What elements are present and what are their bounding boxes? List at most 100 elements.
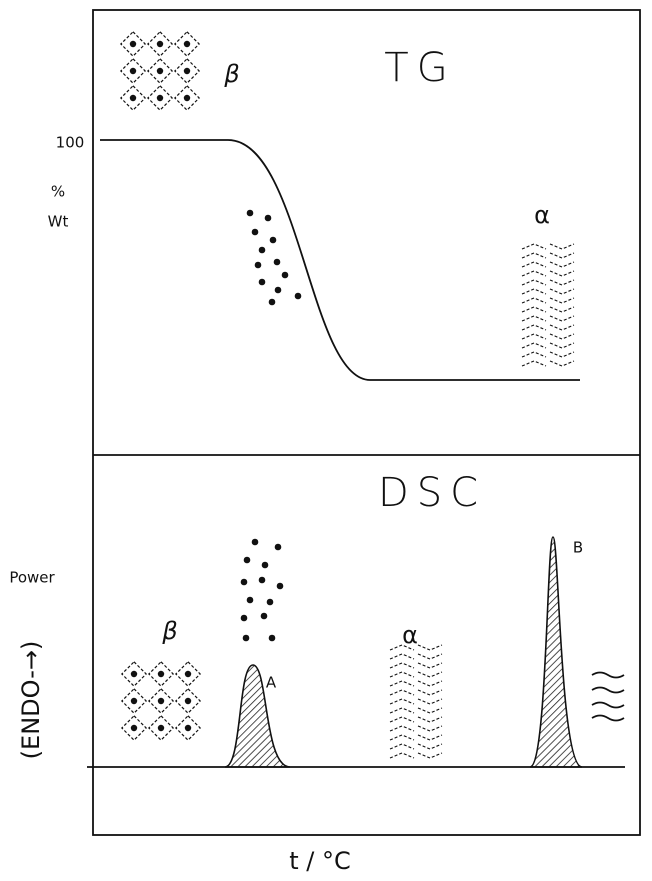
lattice-dot	[183, 67, 191, 75]
beta-lattice	[120, 31, 200, 111]
beta-lattice	[121, 661, 201, 741]
dot	[254, 261, 262, 269]
dot	[243, 556, 251, 564]
dot	[258, 278, 266, 286]
dot	[258, 246, 266, 254]
dot	[240, 578, 248, 586]
dot	[242, 634, 250, 642]
chevron	[521, 261, 575, 268]
chevron	[521, 315, 575, 322]
lattice-cell	[120, 58, 146, 84]
lattice-dot	[156, 94, 164, 102]
lattice-cell	[148, 661, 174, 687]
lattice-dot	[129, 40, 137, 48]
dsc-ylabel: Power	[9, 569, 55, 587]
melt-dots	[246, 209, 302, 306]
dot	[246, 596, 254, 604]
lattice-cell	[148, 688, 174, 714]
lattice-dot	[156, 40, 164, 48]
chevron	[389, 734, 443, 741]
chevron	[521, 252, 575, 259]
chevron	[389, 716, 443, 723]
lattice-cell	[120, 31, 146, 57]
chevron	[521, 288, 575, 295]
chevron	[521, 360, 575, 367]
lattice-dot	[184, 697, 192, 705]
lattice-dot	[157, 670, 165, 678]
chevron	[521, 270, 575, 277]
lattice-cell	[147, 85, 173, 111]
lattice-dot	[184, 670, 192, 678]
peak-a-label: A	[266, 674, 277, 692]
lattice-dot	[184, 724, 192, 732]
tg-ylabel-wt: Wt	[48, 213, 69, 231]
lattice-cell	[121, 715, 147, 741]
dsc-ysublabel: (ENDO-→)	[17, 641, 45, 760]
chevron	[521, 306, 575, 313]
lattice-dot	[130, 697, 138, 705]
chevron	[389, 653, 443, 660]
lattice-cell	[174, 31, 200, 57]
tg-curve	[100, 139, 580, 381]
tg-ylabel-pct: %	[51, 183, 65, 201]
dot	[268, 298, 276, 306]
chevron	[389, 698, 443, 705]
dsc-alpha: α	[402, 621, 418, 649]
chevron	[389, 725, 443, 732]
dsc-beta: β	[161, 617, 177, 645]
chevron	[521, 324, 575, 331]
lattice-dot	[156, 67, 164, 75]
lattice-cell	[121, 688, 147, 714]
lattice-dot	[130, 670, 138, 678]
lattice-cell	[174, 85, 200, 111]
dot	[294, 292, 302, 300]
lattice-cell	[120, 85, 146, 111]
dot	[240, 614, 248, 622]
lattice-cell	[147, 31, 173, 57]
chevron	[521, 243, 575, 250]
chevron	[389, 752, 443, 759]
lattice-dot	[157, 697, 165, 705]
chevron	[521, 333, 575, 340]
lattice-dot	[129, 94, 137, 102]
peak-a	[224, 664, 291, 768]
liquid-waves	[591, 671, 625, 722]
dot	[251, 228, 259, 236]
dot	[264, 214, 272, 222]
lattice-dot	[183, 40, 191, 48]
dot	[266, 598, 274, 606]
x-label: t / °C	[289, 847, 351, 875]
alpha-layers	[521, 243, 575, 367]
dot	[273, 258, 281, 266]
dot	[261, 561, 269, 569]
tg-alpha: α	[534, 201, 550, 229]
dot	[251, 538, 259, 546]
lattice-cell	[148, 715, 174, 741]
dsc-title: DSC	[378, 470, 486, 516]
dot	[258, 576, 266, 584]
dot	[268, 634, 276, 642]
chevron	[521, 351, 575, 358]
melt-dots	[240, 538, 284, 642]
lattice-dot	[157, 724, 165, 732]
chevron	[389, 680, 443, 687]
lattice-cell	[175, 661, 201, 687]
chevron	[389, 662, 443, 669]
lattice-dot	[129, 67, 137, 75]
lattice-cell	[175, 688, 201, 714]
dot	[269, 236, 277, 244]
lattice-dot	[130, 724, 138, 732]
lattice-cell	[147, 58, 173, 84]
chevron	[521, 342, 575, 349]
dot	[281, 271, 289, 279]
chevron	[389, 644, 443, 651]
dot	[276, 582, 284, 590]
alpha-layers	[389, 644, 443, 759]
tg-title: TG	[384, 45, 455, 91]
chevron	[389, 671, 443, 678]
dot	[274, 543, 282, 551]
dot	[260, 612, 268, 620]
peak-b	[529, 536, 583, 768]
